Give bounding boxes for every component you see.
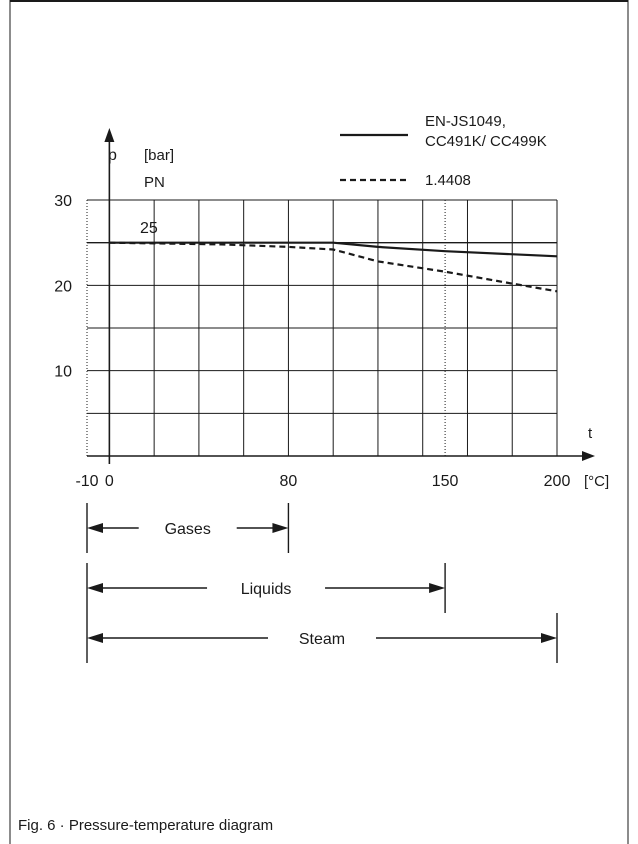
x-axis-arrowhead (582, 451, 595, 461)
range-gases-left-arrowhead (87, 523, 103, 533)
axes (87, 128, 595, 464)
legend-label-1-line-2: CC491K/ CC499K (425, 133, 547, 150)
y-axis-pn-label: PN (144, 174, 165, 191)
x-tick-label-0: 0 (105, 473, 114, 490)
range-gases-right-arrowhead (272, 523, 289, 533)
pn-value-label: 25 (140, 220, 158, 237)
legend-label-1-line-1: EN-JS1049, (425, 113, 506, 130)
y-axis-symbol: p (108, 147, 117, 164)
y-tick-label-10: 10 (54, 364, 72, 381)
labels: 10 20 30 -10 0 80 150 200 p [bar] PN t [°C] 25 EN-JS10… (54, 113, 609, 490)
range-steam-right-arrowhead (541, 633, 557, 643)
range-steam-label: Steam (299, 631, 345, 648)
x-axis-symbol: t (588, 425, 593, 442)
range-gases-label: Gases (165, 521, 211, 538)
y-axis-arrowhead (104, 128, 115, 142)
y-tick-label-20: 20 (54, 278, 72, 295)
range-arrows: Gases Liquids Steam (86, 503, 558, 663)
y-axis-unit: [bar] (144, 147, 174, 164)
x-tick-label-minus10: -10 (75, 473, 98, 490)
range-liquids-label: Liquids (241, 581, 292, 598)
series-layer (109, 241, 558, 293)
x-tick-label-150: 150 (432, 473, 459, 490)
figure-caption: Fig. 6 · Pressure-temperature diagram (18, 817, 274, 834)
series-line-2 (109, 241, 558, 293)
x-axis-unit: [°C] (584, 473, 609, 490)
legend-label-2-line-1: 1.4408 (425, 172, 471, 189)
x-tick-label-200: 200 (544, 473, 571, 490)
range-liquids-left-arrowhead (87, 583, 103, 593)
x-tick-label-80: 80 (280, 473, 298, 490)
y-tick-label-30: 30 (54, 193, 72, 210)
range-steam-left-arrowhead (87, 633, 103, 643)
range-liquids-right-arrowhead (429, 583, 446, 593)
series-line-1 (109, 241, 558, 258)
grid (86, 199, 558, 456)
